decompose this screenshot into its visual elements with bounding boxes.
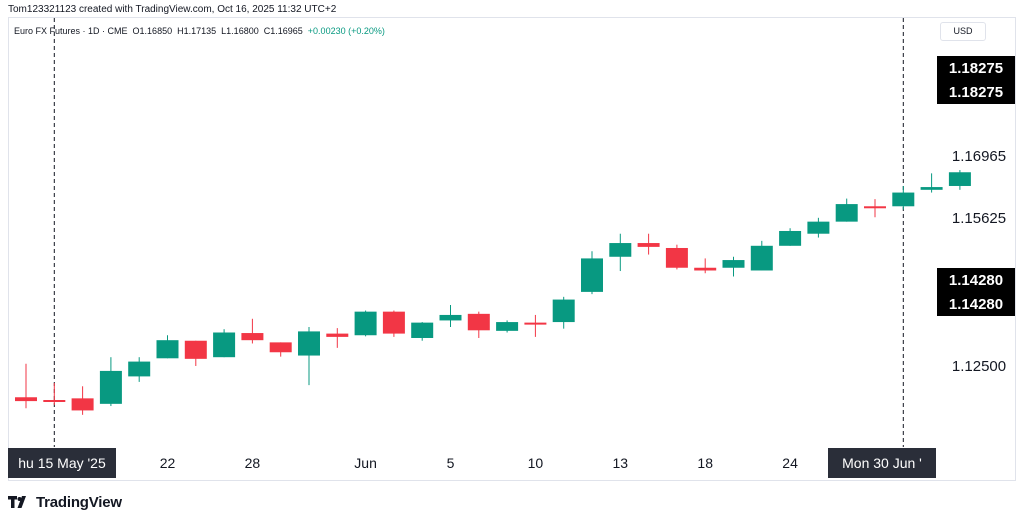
- date-tick-label: 22: [160, 455, 176, 471]
- candle-body: [43, 400, 66, 402]
- candle-body: [213, 332, 236, 358]
- footer-brand[interactable]: TradingView: [8, 494, 122, 511]
- candle-body: [665, 247, 688, 268]
- crosshair-date-label: Mon 30 Jun ': [842, 455, 922, 471]
- price-label-value: 1.18275: [949, 60, 1003, 77]
- candle-body: [750, 245, 773, 271]
- price-label-box: [937, 56, 1015, 80]
- price-label-value: 1.14280: [949, 272, 1003, 289]
- crosshair-date-box: [8, 448, 116, 478]
- candle-body: [298, 331, 320, 356]
- low-value: L1.16800: [221, 26, 259, 36]
- candle-body: [15, 397, 37, 402]
- price-label-value: 1.14280: [949, 296, 1003, 313]
- candle-body: [581, 258, 603, 292]
- candle-body: [156, 340, 179, 359]
- change-value: +0.00230 (+0.20%): [307, 26, 385, 36]
- candle-body: [524, 322, 547, 325]
- candle-body: [354, 311, 377, 336]
- candle-body: [807, 221, 830, 234]
- candle-body: [71, 398, 94, 411]
- candle-body: [439, 314, 462, 321]
- currency-selector[interactable]: USD: [940, 22, 986, 41]
- candle-body: [382, 311, 405, 334]
- price-label-box: [937, 292, 1015, 316]
- chart-credit: Tom123321123 created with TradingView.co…: [8, 4, 337, 15]
- date-tick-label: Jun: [354, 455, 377, 471]
- footer-brand-name: TradingView: [36, 494, 122, 511]
- candle-body: [326, 333, 349, 337]
- candle-body: [637, 243, 660, 247]
- candle-body: [411, 322, 434, 338]
- date-tick-label: 28: [245, 455, 261, 471]
- candle-body: [864, 206, 886, 209]
- crosshair-date-label: hu 15 May '25: [18, 455, 106, 471]
- candle-body: [184, 340, 207, 359]
- price-tick-label: 1.12500: [952, 358, 1006, 375]
- price-label-box: [937, 268, 1015, 292]
- price-tick-label: 1.15625: [952, 210, 1006, 227]
- symbol-name: Euro FX Futures · 1D · CME: [14, 26, 128, 36]
- candle-body: [835, 204, 858, 222]
- price-label-value: 1.18275: [949, 84, 1003, 101]
- candle-body: [722, 260, 745, 268]
- crosshair-date-box: [828, 448, 936, 478]
- candle-body: [694, 267, 717, 271]
- candle-body: [99, 370, 122, 404]
- candle-body: [892, 192, 915, 207]
- candle-body: [920, 187, 943, 190]
- close-value: C1.16965: [263, 26, 303, 36]
- high-value: H1.17135: [177, 26, 217, 36]
- tradingview-logo-icon: [8, 495, 26, 508]
- candle-body: [609, 243, 632, 257]
- price-label-box: [937, 80, 1015, 104]
- candle-body: [496, 322, 519, 331]
- candle-body: [948, 172, 971, 186]
- symbol-legend[interactable]: Euro FX Futures · 1D · CME O1.16850 H1.1…: [14, 26, 385, 36]
- date-tick-label: 13: [613, 455, 629, 471]
- date-tick-label: 10: [528, 455, 544, 471]
- chart-frame: [8, 17, 1016, 481]
- date-tick-label: 18: [697, 455, 713, 471]
- price-tick-label: 1.16965: [952, 148, 1006, 165]
- open-value: O1.16850: [132, 26, 173, 36]
- date-tick-label: 24: [782, 455, 798, 471]
- date-tick-label: 5: [447, 455, 455, 471]
- candle-body: [467, 313, 490, 331]
- candle-body: [779, 230, 802, 246]
- candle-body: [128, 361, 151, 377]
- candle-body: [241, 333, 264, 341]
- candle-body: [269, 342, 292, 353]
- candle-body: [552, 299, 575, 323]
